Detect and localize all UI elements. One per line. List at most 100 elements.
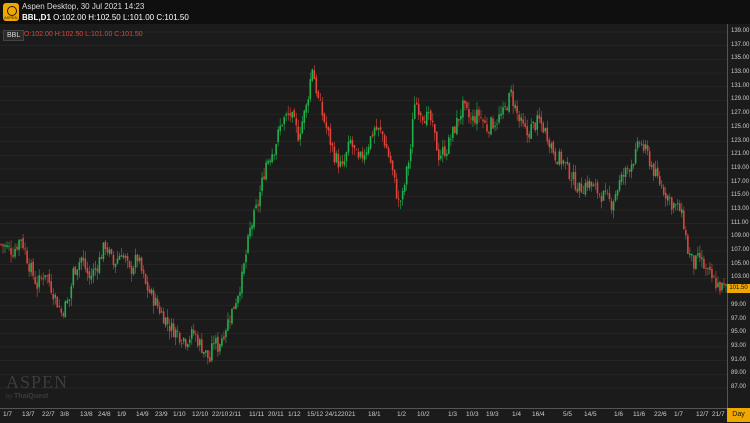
symbol-tag[interactable]: BBL [3, 30, 25, 41]
candle-body [476, 109, 478, 125]
candle-body [46, 275, 48, 277]
candle-body [197, 334, 199, 346]
candle-body [576, 188, 579, 193]
candle-body [383, 134, 386, 146]
candle-body [460, 115, 462, 120]
candle-body [514, 104, 516, 109]
candle-body [269, 160, 271, 163]
price-axis[interactable]: 139.00 137.00 135.00 133.00 131.00 129.00 127.… [727, 24, 750, 408]
candle-body [705, 268, 707, 270]
candle-body [433, 124, 436, 133]
candle-body [600, 195, 603, 202]
candle-body [693, 255, 695, 269]
price-tick: 127.00 [731, 110, 750, 117]
watermark-sub: by ThaiQuest [6, 393, 68, 400]
candle-body [610, 200, 613, 210]
candle-body [568, 163, 571, 180]
candle-body [142, 269, 145, 274]
symbol-ohlc-line: BBL,D1 O:102.00 H:102.50 L:101.00 C:101.… [22, 13, 189, 22]
price-tick: 107.00 [731, 247, 750, 254]
candle-body [170, 322, 173, 331]
candle-body [152, 290, 155, 306]
candle-body [528, 134, 530, 138]
candle-body [62, 313, 65, 316]
candle-body [676, 203, 679, 205]
candle-body [343, 161, 346, 165]
candle-body [281, 124, 283, 126]
candle-body [518, 114, 520, 122]
candle-body [102, 242, 105, 259]
candle-body [668, 197, 671, 199]
candle-body [279, 125, 281, 132]
candle-body [719, 281, 721, 292]
date-axis[interactable]: 1/7 13/7 22/7 3/8 13/8 24/8 1/9 14/9 23/9 1/10 12/… [0, 408, 727, 423]
price-tick: 123.00 [731, 137, 750, 144]
candle-body [201, 339, 203, 353]
candle-body [182, 337, 185, 342]
candle-body [427, 112, 430, 113]
candle-body [417, 104, 420, 115]
candlestick-chart[interactable] [0, 24, 727, 408]
candle-body [42, 278, 44, 280]
candle-body [349, 139, 352, 143]
candle-body [423, 121, 426, 124]
aspen-watermark: ASPEN by ThaiQuest [6, 372, 68, 400]
candle-body [626, 168, 629, 170]
candle-body [70, 286, 73, 299]
candle-body [638, 142, 641, 144]
candle-body [446, 153, 448, 156]
candle-body [588, 180, 591, 189]
candle-body [723, 283, 725, 285]
candle-body [381, 131, 384, 135]
candle-body [295, 118, 298, 126]
candle-body [26, 250, 28, 264]
candle-body [397, 198, 400, 200]
candle-body [335, 153, 338, 163]
candle-body [263, 176, 265, 180]
candle-body [697, 253, 699, 256]
candle-body [44, 275, 46, 278]
candle-body [176, 331, 179, 332]
candle-body [227, 319, 229, 331]
candle-body [48, 273, 51, 283]
candle-body [138, 257, 141, 261]
candle-body [654, 168, 657, 177]
candle-body [709, 266, 711, 271]
candle-body [566, 161, 569, 164]
candle-body [207, 350, 209, 359]
price-tick: 109.00 [731, 233, 750, 240]
candle-body [550, 143, 553, 149]
candle-body [536, 115, 539, 130]
candle-body [687, 235, 689, 254]
candle-body [620, 174, 623, 182]
candle-body [120, 254, 123, 257]
candle-body [582, 193, 585, 194]
candle-body [602, 190, 605, 201]
aspen-app-icon[interactable]: ASPEN [3, 3, 19, 21]
candle-body [656, 167, 659, 177]
candle-body [612, 201, 615, 211]
candle-body [50, 281, 53, 293]
candle-body [405, 166, 408, 185]
candle-body [255, 205, 257, 209]
candle-body [54, 294, 57, 298]
price-tick: 105.00 [731, 260, 750, 267]
candle-body [333, 146, 336, 163]
candle-body [257, 204, 259, 206]
candle-body [231, 308, 233, 324]
candle-body [590, 181, 593, 187]
candle-body [8, 246, 10, 248]
candle-body [540, 116, 543, 124]
price-tick: 115.00 [731, 192, 749, 199]
candle-body [552, 141, 555, 153]
period-button[interactable]: Day [727, 408, 750, 422]
candle-body [84, 258, 87, 269]
date-tick: 15/12 [307, 411, 324, 418]
candle-body [156, 299, 159, 307]
price-tick: 111.00 [731, 219, 749, 226]
candle-body [689, 253, 691, 256]
date-tick: 10/3 [466, 411, 479, 418]
date-tick: 1/9 [117, 411, 127, 418]
candle-body [132, 268, 135, 275]
candle-body [598, 193, 601, 195]
